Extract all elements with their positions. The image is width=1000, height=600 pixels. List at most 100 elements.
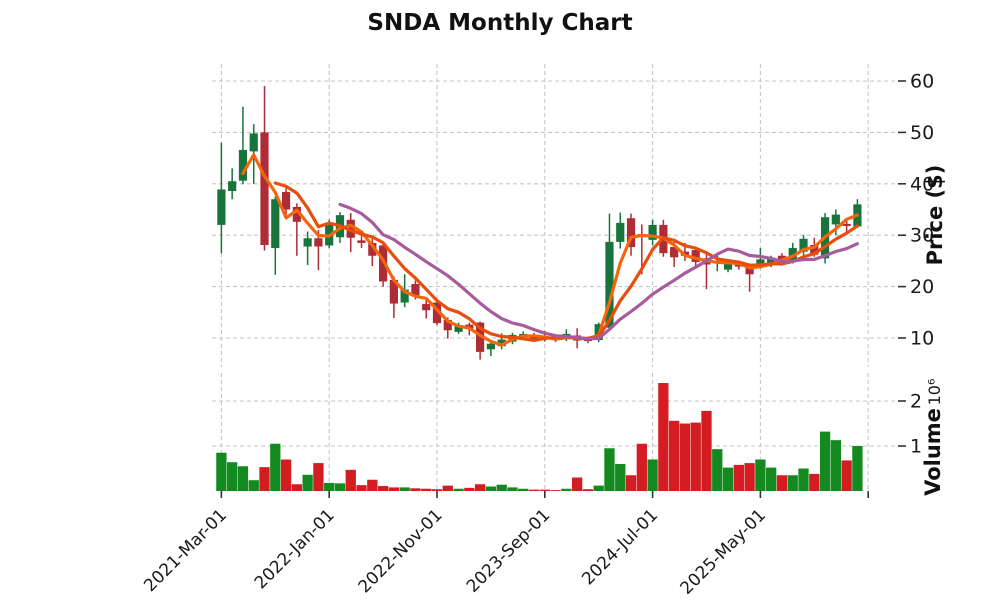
volume-bar — [399, 487, 410, 491]
volume-bar — [819, 431, 831, 491]
price-tick-label: 10 — [910, 328, 934, 350]
volume-bar — [852, 446, 863, 491]
candle-down — [745, 266, 754, 275]
volume-bar — [291, 484, 302, 491]
volume-bar — [270, 443, 281, 491]
candle-up — [217, 189, 226, 225]
candle-up — [228, 181, 237, 191]
candle-down — [292, 206, 301, 222]
volume-tick-label: 2 — [910, 391, 922, 413]
candle-down — [670, 247, 679, 258]
candle-up — [756, 259, 765, 267]
volume-bar — [453, 488, 464, 491]
volume-bar — [442, 485, 453, 491]
volume-bar — [302, 474, 313, 491]
volume-scale-exponent-label: 10⁶ — [925, 379, 944, 406]
price-tick-label: 40 — [910, 173, 934, 195]
volume-axis-label: Volume — [921, 408, 945, 496]
candle-down — [432, 302, 442, 324]
volume-bar — [485, 486, 497, 491]
volume-bar — [518, 488, 529, 491]
volume-bar — [280, 459, 292, 491]
volume-bar — [690, 422, 701, 491]
candle-down — [422, 304, 431, 311]
volume-bar — [345, 469, 356, 491]
candle-up — [831, 214, 840, 225]
volume-bar — [431, 489, 443, 491]
volume-bar — [356, 485, 367, 491]
candle-down — [810, 244, 819, 255]
candle-down — [476, 322, 485, 352]
candle-down — [842, 223, 851, 226]
volume-bar — [528, 489, 540, 491]
candle-down — [368, 242, 377, 256]
volume-bar — [216, 452, 227, 491]
volume-bars-layer — [216, 383, 863, 491]
candle-up — [767, 258, 776, 265]
volume-bar — [539, 489, 550, 491]
volume-bar — [615, 464, 626, 491]
candle-up — [303, 238, 312, 247]
volume-bar — [388, 487, 400, 491]
candle-down — [691, 250, 700, 262]
volume-bar — [410, 488, 421, 491]
volume-bar — [496, 484, 507, 491]
volume-bar — [733, 464, 744, 491]
volume-bar — [421, 488, 432, 491]
candle-up — [271, 199, 280, 249]
volume-bar — [701, 410, 712, 491]
gridlines-layer — [212, 64, 897, 491]
price-tick-label: 50 — [910, 122, 934, 144]
candle-down — [626, 218, 636, 248]
volume-bar — [776, 475, 788, 491]
volume-bar — [679, 423, 691, 491]
candle-up — [723, 262, 733, 270]
candle-down — [389, 279, 398, 304]
candle-down — [443, 320, 452, 331]
volume-bar — [647, 459, 658, 491]
candle-up — [238, 149, 248, 181]
volume-bar — [798, 468, 809, 491]
price-tick-label: 20 — [910, 276, 934, 298]
candle-down — [734, 263, 743, 267]
candle-down — [281, 192, 291, 210]
candle-down — [378, 245, 388, 282]
chart-title: SNDA Monthly Chart — [367, 10, 632, 36]
volume-tick-label: 1 — [910, 436, 922, 458]
volume-bar — [787, 475, 798, 491]
volume-bar — [550, 490, 561, 491]
moving-average-lines-layer — [241, 153, 860, 347]
candle-down — [411, 284, 420, 296]
volume-bar — [582, 489, 594, 491]
volume-bar — [625, 475, 637, 491]
volume-bar — [237, 466, 249, 491]
volume-bar — [669, 420, 680, 491]
volume-bar — [604, 448, 615, 491]
price-axis-label: Price ($) — [923, 165, 947, 266]
volume-bar — [593, 485, 604, 491]
volume-bar — [571, 477, 583, 491]
volume-bar — [324, 482, 335, 491]
price-tick-label: 30 — [910, 225, 934, 247]
volume-bar — [722, 467, 734, 491]
candle-up — [249, 133, 258, 152]
candle-up — [400, 289, 409, 303]
volume-bar — [766, 467, 777, 491]
volume-bar — [712, 449, 723, 491]
volume-bar — [658, 383, 669, 491]
volume-bar — [755, 459, 766, 491]
candle-up — [454, 325, 463, 332]
candle-down — [314, 238, 323, 247]
volume-bar — [744, 463, 755, 491]
volume-bar — [507, 487, 518, 491]
volume-bar — [334, 483, 346, 491]
candle-up — [605, 241, 614, 328]
volume-bar — [830, 440, 841, 491]
candle-up — [616, 222, 625, 242]
price-tick-label: 60 — [910, 71, 934, 93]
volume-bar — [841, 460, 852, 491]
volume-bar — [474, 484, 486, 491]
volume-bar — [259, 467, 270, 491]
